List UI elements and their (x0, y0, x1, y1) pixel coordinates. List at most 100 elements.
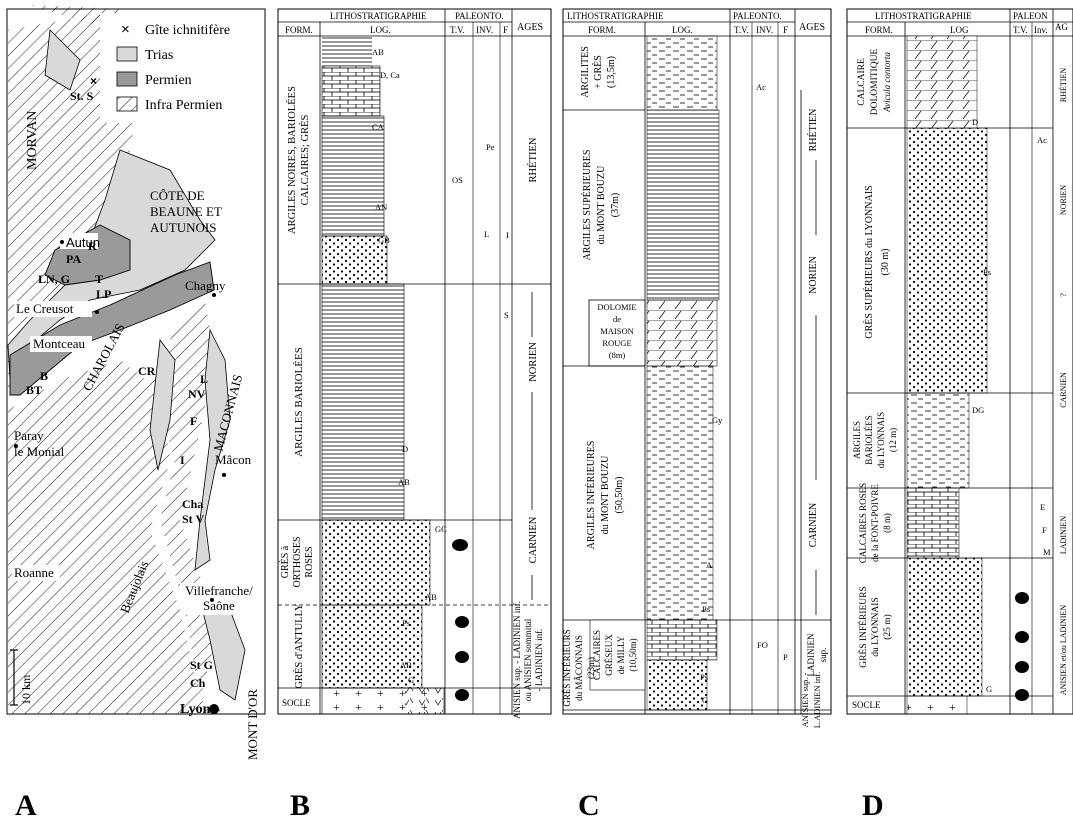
map-infrapermien-south (8, 360, 230, 714)
b-header-f: F (503, 25, 508, 35)
b-label-ca: CA (372, 122, 385, 132)
site-lng: LN, G (38, 272, 70, 286)
b-label-ps: Ps (402, 618, 410, 628)
c-header-litho: LITHOSTRATIGRAPHIE (567, 11, 664, 21)
b-label-g: G (408, 675, 414, 685)
c-form-2a: ARGILES SUPÉRIEURES (581, 150, 593, 261)
c-label-gy: Gy (712, 415, 723, 425)
b-form-2: ARGILES BARIOLÉES (293, 347, 305, 457)
site-l: L (200, 372, 208, 386)
c-label-ac: Ac (756, 82, 766, 92)
c-label-p: P (783, 652, 788, 662)
d-header-paleo: PALEON (1013, 11, 1048, 21)
c-label-g: G (702, 695, 708, 705)
d-age-5: LADINIEN (1059, 516, 1068, 554)
c-form-2b: du MONT BOUZU (596, 165, 607, 244)
region-cote-2: BEAUNE ET (150, 204, 222, 219)
town-lyon: Lyon (180, 702, 211, 717)
column-b: LITHOSTRATIGRAPHIE PALEONTO. AGES FORM. … (277, 8, 552, 719)
site-i: I (180, 453, 185, 467)
c-form-4a: ARGILES INFÉRIEURES (585, 441, 597, 550)
d-age-4: CARNIEN (1059, 372, 1068, 408)
b-label-pe: Pe (486, 142, 495, 152)
town-villefranche-1: Villefranche/ (185, 583, 253, 598)
b-header-ages: AGES (517, 22, 543, 33)
d-form-5a: GRÈS INFÉRIEURS (857, 586, 869, 668)
legend-label-infrapermien: Infra Permien (145, 98, 222, 113)
c-header-ages: AGES (799, 22, 825, 33)
site-cha: Cha (182, 497, 203, 511)
c-header-paleo: PALEONTO. (733, 11, 782, 21)
b-age-norien: NORIEN (528, 342, 539, 382)
d-label-g: G (986, 684, 992, 694)
legend-label-permien: Permien (145, 73, 192, 88)
map-permien-autun (44, 224, 131, 286)
c-label-ps2: Ps (700, 672, 708, 682)
map-panel: × Gîte ichnitifère Trias Permien Infra P… (6, 5, 266, 760)
site-ch: Ch (190, 676, 206, 690)
c-age-sup: sup. (818, 648, 828, 663)
b-age-anisien-1: ANISIEN sup. - LADINIEN inf. (512, 601, 522, 719)
c-form-6a: GRÈS INFÉRIEURS (562, 629, 572, 706)
c-header-tv: T.V. (734, 25, 749, 35)
panel-label-a: A (15, 789, 37, 822)
d-form-2a: GRÈS SUPÉRIEURS du LYONNAIS (863, 185, 875, 338)
town-chagny: Chagny (185, 278, 226, 293)
c-form-6b: du MÂCONNAIS (574, 635, 584, 701)
b-label-os: OS (452, 175, 463, 185)
map-sites: × St. S R PA LN, G T LP B BT CR L NV F I… (26, 74, 213, 690)
b-label-an: AN (375, 202, 387, 212)
site-sts-marker: × (90, 74, 97, 88)
b-form-4: GRÈS d'ANTULLY (293, 603, 305, 689)
b-label-i: I (506, 230, 509, 240)
map-legend: × Gîte ichnitifère Trias Permien Infra P… (100, 13, 260, 123)
legend-swatch-infrapermien (116, 96, 138, 112)
region-morvan: MORVAN (25, 111, 40, 170)
site-r: R (88, 239, 97, 253)
b-label-d: D (402, 444, 408, 454)
scale-label: 10 km (19, 674, 33, 705)
site-sts: St. S (70, 89, 94, 103)
b-age-anisien-2: ou ANISIEN sommital (523, 618, 533, 701)
d-form-4c: (8 m) (882, 513, 892, 533)
town-roanne: Roanne (14, 565, 54, 580)
d-footprint-icons (1015, 592, 1029, 701)
c-form-1b: + GRÈS (592, 55, 604, 89)
b-label-l: L (484, 229, 489, 239)
b-header-form: FORM. (285, 25, 313, 35)
d-label-dg: DG (972, 405, 984, 415)
c-age-carnien: CARNIEN (808, 503, 819, 547)
c-form-1c: (13,5m) (606, 56, 617, 88)
b-form-3c: ROSES (304, 546, 315, 577)
d-header-litho: LITHOSTRATIGRAPHIE (875, 11, 972, 21)
b-age-carnien: CARNIEN (528, 516, 539, 563)
panel-letters: A B C D (15, 789, 884, 822)
legend-label-gite: Gîte ichnitifère (145, 23, 230, 38)
d-form-1b: DOLOMITIQUE (870, 49, 880, 116)
region-cote-1: CÔTE DE (150, 188, 205, 203)
c-age-ladinien: LADINIEN (806, 633, 816, 676)
town-villefranche-2: Saône (203, 598, 235, 613)
d-age-6: ANISIEN et/ou LADINIEN (1059, 605, 1068, 695)
map-towns: Autun Chagny Le Creusot Montceau Paray l… (12, 233, 260, 717)
b-label-ab3: AB (425, 592, 437, 602)
c-age-anisien-2: L.ADINIEN inf. (812, 672, 822, 728)
b-label-ab: AB (372, 47, 384, 57)
c-form-5b: GRÉSEUX (604, 634, 614, 676)
map-permien-blanzy (9, 261, 215, 396)
town-paray-2: le Monial (14, 444, 65, 459)
site-t: T (95, 272, 103, 286)
b-label-ab2: AB (398, 477, 410, 487)
b-form-3b: ORTHOSES (292, 536, 303, 587)
b-form-1a: ARGILES NOIRES, BARIOLÉES (286, 86, 298, 234)
b-header-log: LOG. (370, 25, 391, 35)
c-form-3d: ROUGE (602, 338, 631, 348)
column-c: LITHOSTRATIGRAPHIE PALEONTO. AGES FORM. … (562, 8, 832, 728)
c-form-2c: (37m) (610, 193, 621, 217)
d-label-m: M (1043, 547, 1051, 557)
site-f: F (190, 414, 197, 428)
site-stv: St V (182, 512, 204, 526)
d-label-f: F (1042, 525, 1047, 535)
site-lp: LP (96, 287, 111, 301)
c-form-4c: (50,50m) (614, 477, 625, 514)
